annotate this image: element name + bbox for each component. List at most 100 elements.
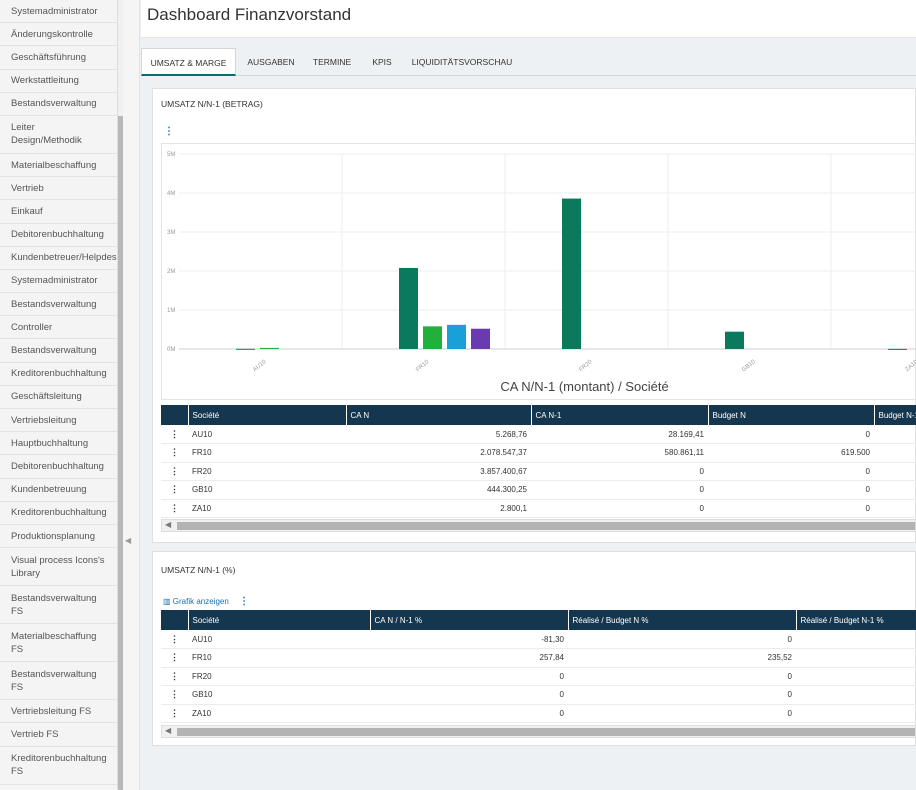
table-cell: 0	[708, 499, 874, 518]
sidebar-item[interactable]: Kundenbetreuung	[0, 479, 117, 502]
sidebar-item[interactable]: Produktionsplanung	[0, 525, 117, 549]
column-header[interactable]: Réalisé / Budget N %	[568, 610, 797, 630]
sidebar-item-label: Bestandsverwaltung	[11, 668, 97, 680]
table-row[interactable]: ⋮ FR10 2.078.547,37 580.861,11 619.500	[161, 443, 916, 463]
table-row[interactable]: ⋮ FR10 257,84 235,52	[161, 648, 916, 668]
tab-ausgaben[interactable]: AUSGABEN	[247, 57, 295, 67]
sidebar-item[interactable]: Vertrieb	[0, 177, 117, 201]
chart-menu-kebab-icon[interactable]: ⋮	[164, 126, 174, 137]
table-row[interactable]: ⋮ FR20 3.857.400,67 0 0	[161, 462, 916, 481]
row-menu-kebab-icon[interactable]: ⋮	[161, 443, 188, 463]
column-header[interactable]: Société	[188, 405, 347, 425]
column-header[interactable]: Budget N	[708, 405, 875, 425]
sidebar-item[interactable]: Systemadministrator	[0, 270, 117, 294]
row-menu-kebab-icon[interactable]: ⋮	[161, 685, 188, 705]
sidebar-item[interactable]: Systemadministrator	[0, 0, 117, 24]
sidebar-item[interactable]: Geschäftsleitung	[0, 386, 117, 409]
y-tick-label: 4M	[167, 191, 175, 197]
sidebar-item[interactable]: Visual process Icons's Library	[0, 548, 117, 587]
sidebar-item[interactable]: Bestandsverwaltung	[0, 339, 117, 363]
sidebar-item[interactable]: Kundenbetreuer/Helpdesk	[0, 247, 117, 270]
sidebar-item[interactable]: Bestandsverwaltung FS	[0, 662, 117, 701]
scroll-left-icon[interactable]: ◀	[165, 726, 172, 735]
sidebar-item[interactable]: Bestandsverwaltung	[0, 93, 117, 116]
table-cell: 0	[531, 480, 708, 500]
scrollbar-thumb[interactable]	[177, 522, 915, 530]
row-menu-kebab-icon[interactable]: ⋮	[161, 499, 188, 518]
row-menu-kebab-icon[interactable]: ⋮	[161, 425, 188, 444]
sidebar-item[interactable]: Bestandsverwaltung FS	[0, 586, 117, 625]
row-menu-kebab-icon[interactable]: ⋮	[161, 480, 188, 500]
row-menu-kebab-icon[interactable]: ⋮	[161, 648, 188, 668]
sidebar-item[interactable]: Geschäftsführung	[0, 46, 117, 70]
sidebar-item[interactable]: Materialbeschaffung FS	[0, 624, 117, 663]
sidebar-item-label: Design/Methodik	[11, 135, 82, 147]
sidebar-item[interactable]: Leiter Design/Methodik	[0, 116, 117, 154]
table1-horizontal-scrollbar[interactable]: ◀	[161, 519, 916, 532]
column-header[interactable]: Réalisé / Budget N-1 %	[796, 610, 916, 630]
table-menu-kebab-icon[interactable]: ⋮	[239, 596, 250, 607]
sidebar-item-label: FS	[11, 643, 24, 655]
table-cell	[796, 630, 916, 649]
sidebar-item[interactable]: Werkstattleitung	[0, 70, 117, 93]
sidebar-item-label: Controller	[11, 321, 53, 333]
row-menu-kebab-icon[interactable]: ⋮	[161, 630, 188, 649]
column-header[interactable]: Budget N-1	[874, 405, 916, 425]
sidebar-item[interactable]: Vertrieb FS	[0, 723, 117, 747]
sidebar-collapse-strip[interactable]	[123, 0, 140, 790]
table-cell: 0	[370, 704, 568, 723]
column-header[interactable]: CA N-1	[531, 405, 709, 425]
sidebar-item[interactable]: Kreditorenbuchhaltung FS	[0, 747, 117, 785]
table-row[interactable]: ⋮ GB10 0 0	[161, 685, 916, 705]
sidebar-item[interactable]: Controller	[0, 316, 117, 340]
y-tick-label: 3M	[167, 230, 175, 236]
x-tick-label: GB10	[741, 359, 757, 374]
column-header[interactable]: CA N	[346, 405, 532, 425]
table-row[interactable]: ⋮ AU10 5.268,76 28.169,41 0	[161, 425, 916, 444]
scrollbar-thumb[interactable]	[177, 728, 915, 736]
table-cell: GB10	[188, 480, 346, 500]
sidebar-item[interactable]: Kreditorenbuchhaltung	[0, 502, 117, 525]
row-menu-kebab-icon[interactable]: ⋮	[161, 462, 188, 481]
sidebar-scrollbar-thumb[interactable]	[118, 116, 123, 790]
tab-kpis[interactable]: KPIS	[372, 57, 392, 67]
table-cell	[874, 480, 916, 500]
sidebar-item-label: Geschäftsleitung	[11, 391, 82, 403]
row-menu-kebab-icon[interactable]: ⋮	[161, 667, 188, 686]
table-row[interactable]: ⋮ ZA10 0 0	[161, 704, 916, 723]
sidebar-item[interactable]: Kreditorenbuchhaltung	[0, 363, 117, 386]
table-cell: 0	[708, 425, 874, 444]
sidebar-item[interactable]: Materialbeschaffung	[0, 154, 117, 178]
tab-umsatz-marge[interactable]: UMSATZ & MARGE	[141, 48, 236, 76]
show-chart-link[interactable]: ▥ Grafik anzeigen ⋮	[163, 596, 249, 607]
table-row[interactable]: ⋮ AU10 -81,30 0	[161, 630, 916, 649]
tab-liquiditaetsvorschau[interactable]: LIQUIDITÄTSVORSCHAU	[411, 57, 513, 67]
sidebar-item[interactable]: Vertriebsleitung	[0, 409, 117, 433]
sidebar-item[interactable]: Hauptbuchhaltung	[0, 432, 117, 456]
column-header[interactable]: Société	[188, 610, 371, 630]
table2-horizontal-scrollbar[interactable]: ◀	[161, 725, 916, 738]
sidebar-item[interactable]: Bestandsverwaltung	[0, 293, 117, 317]
sidebar-item[interactable]: Vertriebsleitung FS	[0, 700, 117, 724]
sidebar-item[interactable]: Einkauf	[0, 200, 117, 224]
tab-termine[interactable]: TERMINE	[312, 57, 352, 67]
sidebar-item-label: Kundenbetreuer/Helpdesk	[11, 252, 117, 264]
column-header[interactable]: CA N / N-1 %	[370, 610, 569, 630]
table-row[interactable]: ⋮ GB10 444.300,25 0 0	[161, 480, 916, 500]
sidebar-item[interactable]: Debitorenbuchhaltung	[0, 224, 117, 247]
table-row[interactable]: ⋮ FR20 0 0	[161, 667, 916, 686]
row-menu-kebab-icon[interactable]: ⋮	[161, 704, 188, 723]
scroll-left-icon[interactable]: ◀	[165, 520, 172, 529]
sidebar-item[interactable]: Änderungskontrolle	[0, 23, 117, 47]
x-tick-label: ZA10	[904, 359, 916, 373]
chevron-left-icon[interactable]: ◀	[125, 536, 132, 545]
y-tick-label: 5M	[167, 152, 175, 158]
bar	[423, 326, 442, 349]
sidebar-item[interactable]: Debitorenbuchhaltung	[0, 455, 117, 479]
table-cell	[874, 425, 916, 444]
table-cell	[796, 685, 916, 705]
bar	[888, 348, 907, 350]
sidebar-item[interactable]: Debitorenbuchhaltung	[0, 785, 117, 790]
sidebar-item-label: Geschäftsführung	[11, 51, 86, 63]
table-row[interactable]: ⋮ ZA10 2.800,1 0 0	[161, 499, 916, 518]
